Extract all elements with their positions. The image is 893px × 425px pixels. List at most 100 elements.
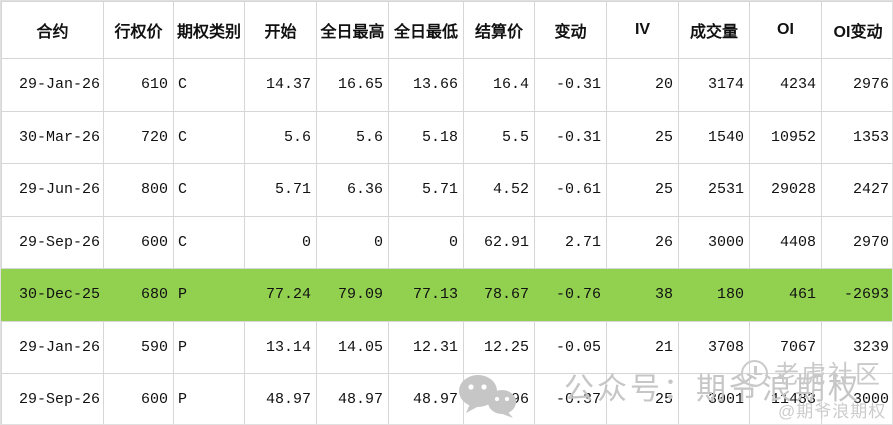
cell-low: 77.13 bbox=[388, 268, 464, 322]
cell-oi-change: 2970 bbox=[821, 215, 892, 269]
cell-low: 12.31 bbox=[388, 320, 464, 374]
cell-oi-change: 3239 bbox=[821, 320, 892, 374]
cell-type: P bbox=[173, 320, 245, 374]
cell-low: 5.71 bbox=[388, 163, 464, 217]
column-header-change[interactable]: 变动 bbox=[534, 1, 607, 59]
cell-contract: 29-Jan-26 bbox=[1, 58, 104, 112]
table-row[interactable]: 29-Sep-26 600 P 48.97 48.97 48.97 47.96 -0.37 25… bbox=[1, 373, 892, 424]
cell-settle: 16.4 bbox=[463, 58, 535, 112]
column-header-oi[interactable]: OI bbox=[749, 1, 822, 59]
cell-iv: 20 bbox=[606, 58, 679, 112]
cell-open: 5.6 bbox=[244, 110, 317, 164]
cell-volume: 1540 bbox=[678, 110, 750, 164]
cell-change: 2.71 bbox=[534, 215, 607, 269]
cell-volume: 3000 bbox=[678, 215, 750, 269]
cell-high: 48.97 bbox=[316, 373, 389, 424]
cell-strike: 720 bbox=[103, 110, 174, 164]
table-row[interactable]: 30-Mar-26 720 C 5.6 5.6 5.18 5.5 -0.31 25 1540 109… bbox=[1, 110, 892, 164]
cell-contract: 29-Sep-26 bbox=[1, 373, 104, 424]
cell-oi: 461 bbox=[749, 268, 822, 322]
cell-iv: 25 bbox=[606, 163, 679, 217]
column-header-contract[interactable]: 合约 bbox=[1, 1, 104, 59]
column-header-oi-change[interactable]: OI变动 bbox=[821, 1, 892, 59]
cell-oi: 11483 bbox=[749, 373, 822, 424]
cell-low: 48.97 bbox=[388, 373, 464, 424]
cell-settle: 4.52 bbox=[463, 163, 535, 217]
table-row[interactable]: 29-Sep-26 600 C 0 0 0 62.91 2.71 26 3000 4408 2970 bbox=[1, 215, 892, 269]
cell-contract: 30-Dec-25 bbox=[1, 268, 104, 322]
cell-open: 0 bbox=[244, 215, 317, 269]
cell-oi-change: 2427 bbox=[821, 163, 892, 217]
cell-contract: 30-Mar-26 bbox=[1, 110, 104, 164]
column-header-type[interactable]: 期权类别 bbox=[173, 1, 245, 59]
cell-oi: 4408 bbox=[749, 215, 822, 269]
cell-change: -0.31 bbox=[534, 58, 607, 112]
table-row[interactable]: 30-Dec-25 680 P 77.24 79.09 77.13 78.67 -0.76 38… bbox=[1, 268, 892, 322]
cell-settle: 62.91 bbox=[463, 215, 535, 269]
cell-iv: 25 bbox=[606, 373, 679, 424]
cell-volume: 2531 bbox=[678, 163, 750, 217]
cell-open: 14.37 bbox=[244, 58, 317, 112]
cell-strike: 590 bbox=[103, 320, 174, 374]
cell-type: C bbox=[173, 110, 245, 164]
cell-iv: 21 bbox=[606, 320, 679, 374]
cell-type: C bbox=[173, 163, 245, 217]
cell-iv: 38 bbox=[606, 268, 679, 322]
cell-settle: 47.96 bbox=[463, 373, 535, 424]
cell-change: -0.31 bbox=[534, 110, 607, 164]
cell-high: 16.65 bbox=[316, 58, 389, 112]
cell-open: 48.97 bbox=[244, 373, 317, 424]
cell-oi: 29028 bbox=[749, 163, 822, 217]
cell-type: P bbox=[173, 373, 245, 424]
cell-low: 5.18 bbox=[388, 110, 464, 164]
column-header-volume[interactable]: 成交量 bbox=[678, 1, 750, 59]
cell-type: P bbox=[173, 268, 245, 322]
cell-high: 6.36 bbox=[316, 163, 389, 217]
cell-high: 79.09 bbox=[316, 268, 389, 322]
cell-iv: 25 bbox=[606, 110, 679, 164]
cell-oi-change: 2976 bbox=[821, 58, 892, 112]
cell-low: 13.66 bbox=[388, 58, 464, 112]
cell-open: 77.24 bbox=[244, 268, 317, 322]
column-header-iv[interactable]: IV bbox=[606, 1, 679, 59]
cell-oi: 7067 bbox=[749, 320, 822, 374]
cell-oi-change: 1353 bbox=[821, 110, 892, 164]
cell-strike: 600 bbox=[103, 215, 174, 269]
column-header-low[interactable]: 全日最低 bbox=[388, 1, 464, 59]
cell-high: 14.05 bbox=[316, 320, 389, 374]
cell-contract: 29-Sep-26 bbox=[1, 215, 104, 269]
cell-settle: 78.67 bbox=[463, 268, 535, 322]
cell-open: 5.71 bbox=[244, 163, 317, 217]
cell-strike: 610 bbox=[103, 58, 174, 112]
table-row[interactable]: 29-Jan-26 590 P 13.14 14.05 12.31 12.25 -0.05 21… bbox=[1, 320, 892, 374]
cell-type: C bbox=[173, 58, 245, 112]
cell-volume: 3174 bbox=[678, 58, 750, 112]
table-row[interactable]: 29-Jun-26 800 C 5.71 6.36 5.71 4.52 -0.61 25 2531… bbox=[1, 163, 892, 217]
column-header-open[interactable]: 开始 bbox=[244, 1, 317, 59]
cell-volume: 3001 bbox=[678, 373, 750, 424]
cell-change: -0.05 bbox=[534, 320, 607, 374]
cell-settle: 12.25 bbox=[463, 320, 535, 374]
cell-strike: 600 bbox=[103, 373, 174, 424]
column-header-strike[interactable]: 行权价 bbox=[103, 1, 174, 59]
cell-high: 5.6 bbox=[316, 110, 389, 164]
header-row: 合约 行权价 期权类别 开始 全日最高 全日最低 结算价 变动 IV 成交量 OI OI变动 bbox=[1, 1, 892, 59]
table-row[interactable]: 29-Jan-26 610 C 14.37 16.65 13.66 16.4 -0.31 20 3… bbox=[1, 58, 892, 112]
cell-oi-change: 3000 bbox=[821, 373, 892, 424]
cell-settle: 5.5 bbox=[463, 110, 535, 164]
cell-type: C bbox=[173, 215, 245, 269]
column-header-settle[interactable]: 结算价 bbox=[463, 1, 535, 59]
cell-iv: 26 bbox=[606, 215, 679, 269]
cell-volume: 3708 bbox=[678, 320, 750, 374]
cell-contract: 29-Jan-26 bbox=[1, 320, 104, 374]
cell-oi: 4234 bbox=[749, 58, 822, 112]
cell-volume: 180 bbox=[678, 268, 750, 322]
cell-change: -0.61 bbox=[534, 163, 607, 217]
cell-strike: 800 bbox=[103, 163, 174, 217]
cell-change: -0.37 bbox=[534, 373, 607, 424]
column-header-high[interactable]: 全日最高 bbox=[316, 1, 389, 59]
cell-change: -0.76 bbox=[534, 268, 607, 322]
cell-high: 0 bbox=[316, 215, 389, 269]
cell-oi-change: -2693 bbox=[821, 268, 892, 322]
